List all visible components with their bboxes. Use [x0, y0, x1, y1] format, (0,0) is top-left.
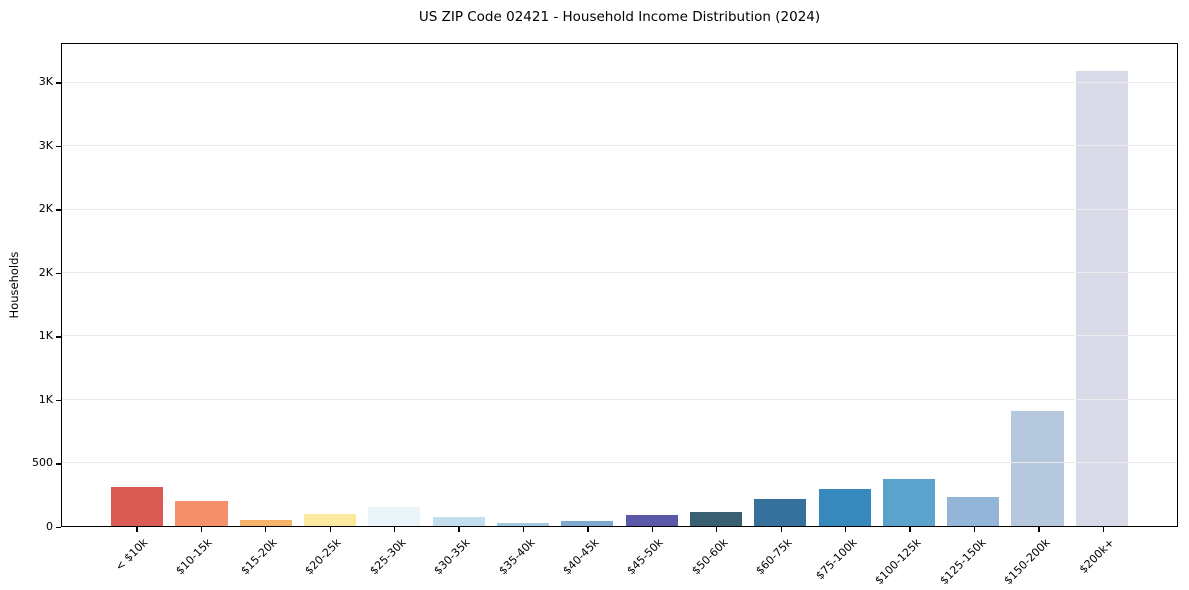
bar-10k [111, 486, 164, 526]
y-tick-label: 3K [38, 138, 53, 152]
y-tick-label: 2K [38, 202, 53, 216]
bar-slot [555, 44, 619, 526]
gridline [62, 461, 1177, 463]
bar-20-25k [304, 513, 357, 526]
gridline [62, 208, 1177, 210]
y-axis-label: Households [7, 251, 21, 319]
bar-125-150k [947, 496, 1000, 526]
bar-slot [812, 44, 876, 526]
x-tick-label: $40-45k [560, 536, 602, 578]
x-tick-mark [1038, 527, 1040, 532]
x-tick-label: $150-200k [1001, 536, 1053, 588]
bar-slot [105, 44, 169, 526]
gridline [62, 271, 1177, 273]
x-tick-label: $100-125k [872, 536, 924, 588]
y-tick-mark [56, 82, 61, 84]
x-tick-label: $30-35k [431, 536, 473, 578]
bar-30-35k [432, 517, 485, 526]
bar-slot [941, 44, 1005, 526]
x-tick-label: $35-40k [495, 536, 538, 578]
y-tick-label: 0 [46, 520, 53, 533]
bar-75-100k [818, 489, 871, 526]
x-tick-mark [522, 527, 525, 532]
x-tick-label: $75-100k [813, 536, 860, 583]
x-tick-mark [136, 527, 138, 532]
x-tick-mark [716, 527, 718, 532]
x-tick-mark [845, 527, 847, 532]
y-tick-mark [56, 399, 61, 402]
x-tick-label: $25-30k [366, 536, 409, 578]
y-tick-mark [56, 145, 61, 148]
bar-slot [684, 44, 748, 526]
x-tick-mark [458, 527, 460, 532]
bar-35-40k [496, 522, 550, 526]
x-tick-mark [973, 527, 976, 532]
bar-slot [1070, 44, 1134, 526]
x-tick-label: $10-15k [173, 536, 215, 578]
bar-slot [427, 44, 491, 526]
bar-10-15k [175, 501, 228, 526]
bar-200k [1075, 70, 1128, 526]
bar-slot [234, 44, 298, 526]
bar-slot [362, 44, 426, 526]
bar-15-20k [239, 519, 292, 526]
x-tick-mark [780, 527, 782, 532]
bar-slot [748, 44, 812, 526]
bar-25-30k [368, 507, 421, 526]
gridline [62, 398, 1177, 400]
x-tick-label: $20-25k [302, 536, 344, 578]
y-tick-mark [56, 463, 61, 465]
x-tick-mark [587, 527, 589, 532]
bar-slot [877, 44, 941, 526]
bar-40-45k [561, 520, 614, 526]
bar-slot [491, 44, 555, 526]
x-tick-label: $60-75k [753, 536, 795, 578]
y-tick-label: 3K [38, 75, 53, 89]
x-tick-mark [393, 527, 396, 532]
x-tick-mark [200, 527, 202, 532]
y-tick-mark [56, 272, 61, 275]
y-tick-label: 2K [38, 265, 53, 279]
x-tick-label: $50-60k [689, 536, 731, 578]
plot-area [61, 43, 1178, 527]
gridline [62, 82, 1177, 84]
bar-45-50k [625, 514, 678, 526]
y-tick-mark [56, 527, 61, 529]
bar-slot [298, 44, 362, 526]
gridline [62, 145, 1177, 147]
bar-50-60k [689, 512, 742, 526]
x-tick-mark [651, 527, 654, 532]
x-tick-mark [909, 527, 911, 532]
x-tick-label: $45-50k [624, 536, 666, 578]
bars-container [105, 44, 1134, 526]
x-tick-label: $125-150k [936, 536, 989, 588]
x-tick-mark [265, 527, 267, 532]
y-tick-label: 1K [38, 329, 53, 343]
x-tick-mark [1102, 527, 1105, 532]
bar-150-200k [1011, 410, 1064, 526]
chart-title: US ZIP Code 02421 - Household Income Dis… [418, 9, 821, 25]
bar-60-75k [754, 499, 807, 526]
x-tick-label: $15-20k [238, 536, 280, 578]
x-tick-label: $200k+ [1076, 536, 1117, 577]
bar-slot [620, 44, 684, 526]
gridline [62, 335, 1177, 337]
bar-slot [1005, 44, 1069, 526]
y-tick-label: 1K [38, 392, 53, 406]
y-tick-label: 500 [32, 456, 53, 470]
x-tick-mark [329, 527, 331, 532]
bar-slot [169, 44, 233, 526]
y-tick-mark [56, 209, 61, 211]
y-tick-mark [56, 336, 61, 338]
bar-100-125k [882, 478, 935, 526]
x-tick-label: < $10k [112, 536, 151, 574]
